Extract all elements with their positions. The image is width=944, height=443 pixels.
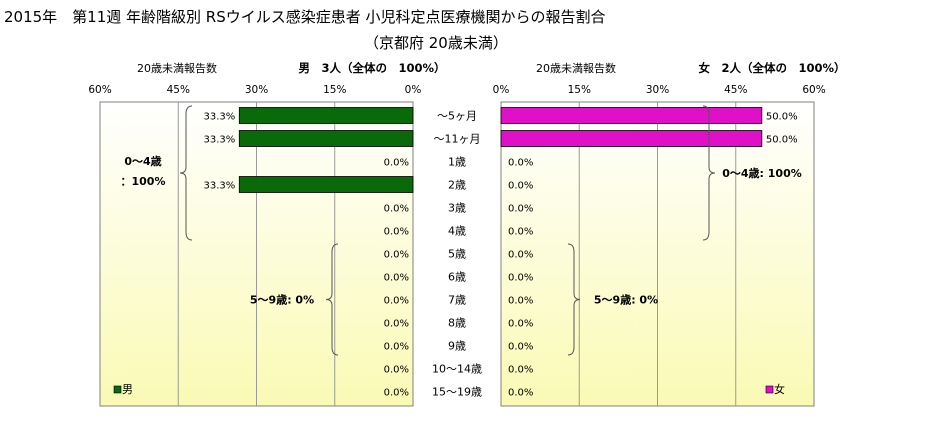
age-category-label: 15～19歳 [432, 386, 482, 399]
female-value-label: 0.0% [508, 365, 533, 376]
male-bar [238, 176, 414, 193]
male-group-label: 5～9歳: 0% [250, 293, 314, 307]
age-category-label: 6歳 [448, 271, 466, 284]
male-value-label: 33.3% [204, 181, 236, 192]
male-value-label: 0.0% [384, 227, 409, 238]
male-tick-label: 45% [167, 84, 190, 96]
male-legend-swatch [113, 385, 122, 394]
male-tick-label: 30% [245, 84, 268, 96]
female-value-label: 0.0% [508, 296, 533, 307]
male-value-label: 0.0% [384, 158, 409, 169]
male-group-brace [325, 243, 339, 356]
age-category-label: 2歳 [448, 179, 466, 192]
male-tick-label: 15% [323, 84, 346, 96]
female-tick-label: 30% [646, 84, 669, 96]
male-tick-label: 60% [88, 84, 111, 96]
female-group-label: 0～4歳: 100% [722, 166, 802, 180]
female-value-label: 0.0% [508, 158, 533, 169]
age-category-label: 3歳 [448, 202, 466, 215]
male-value-label: 0.0% [384, 296, 409, 307]
female-value-label: 0.0% [508, 181, 533, 192]
male-value-label: 33.3% [204, 112, 236, 123]
male-tick-label: 0% [405, 84, 422, 96]
male-header-left: 20歳未満報告数 [137, 62, 217, 75]
male-bar [238, 107, 414, 124]
male-value-label: 33.3% [204, 135, 236, 146]
male-value-label: 0.0% [384, 204, 409, 215]
age-category-label: 1歳 [448, 156, 466, 169]
age-category-label: 4歳 [448, 225, 466, 238]
chart-title: 2015年 第11週 年齢階級別 RSウイルス感染症患者 小児科定点医療機関から… [4, 8, 606, 26]
male-value-label: 0.0% [384, 388, 409, 399]
female-tick-label: 15% [568, 84, 591, 96]
female-value-label: 0.0% [508, 273, 533, 284]
female-value-label: 0.0% [508, 250, 533, 261]
male-group-label: ：100% [121, 175, 166, 188]
female-tick-label: 45% [724, 84, 747, 96]
female-header-left: 20歳未満報告数 [536, 62, 616, 75]
male-value-label: 0.0% [384, 273, 409, 284]
age-category-labels: ～5ヶ月 ～11ヶ月 1歳 2歳 3歳 4歳 5歳 6歳 7歳 8歳 9歳 10～14歳 15～19歳 [432, 110, 482, 399]
age-category-label: 5歳 [448, 248, 466, 261]
female-bar [500, 107, 763, 124]
female-group-brace [567, 243, 581, 356]
female-header-right: 女 2人（全体の 100%） [698, 61, 845, 75]
age-category-label: ～5ヶ月 [437, 110, 477, 123]
female-tick-label: 0% [493, 84, 510, 96]
female-tick-label: 60% [802, 84, 825, 96]
male-value-label: 0.0% [384, 342, 409, 353]
age-category-label: 10～14歳 [432, 363, 482, 376]
female-bar [500, 130, 763, 147]
female-value-label: 0.0% [508, 227, 533, 238]
female-legend-label: 女 [774, 382, 785, 396]
age-category-label: 8歳 [448, 317, 466, 330]
age-category-label: 9歳 [448, 340, 466, 353]
age-category-label: 7歳 [448, 294, 466, 307]
male-header-right: 男 3人（全体の 100%） [298, 61, 445, 75]
female-value-label: 0.0% [508, 319, 533, 330]
female-chart: 0% 15% 30% 45% 60% 20歳未満報告数 女 2人（全体の 100%） 50.0… [493, 61, 846, 407]
male-group-brace [179, 105, 193, 241]
male-legend-label: 男 [122, 383, 133, 396]
female-value-label: 0.0% [508, 204, 533, 215]
male-bar [238, 130, 414, 147]
male-value-label: 0.0% [384, 250, 409, 261]
female-value-label: 50.0% [766, 135, 798, 146]
male-group-label: 0～4歳 [124, 154, 161, 168]
male-value-label: 0.0% [384, 365, 409, 376]
female-value-label: 0.0% [508, 388, 533, 399]
chart-subtitle: （京都府 20歳未満） [364, 34, 508, 52]
female-legend-swatch [765, 385, 774, 394]
female-value-label: 0.0% [508, 342, 533, 353]
female-group-label: 5～9歳: 0% [594, 293, 658, 307]
female-value-label: 50.0% [766, 112, 798, 123]
age-category-label: ～11ヶ月 [434, 133, 481, 146]
female-group-brace [702, 105, 716, 241]
male-chart: 60% 45% 30% 15% 0% 20歳未満報告数 男 3人（全体の 100%） 33.3… [88, 61, 446, 407]
male-value-label: 0.0% [384, 319, 409, 330]
